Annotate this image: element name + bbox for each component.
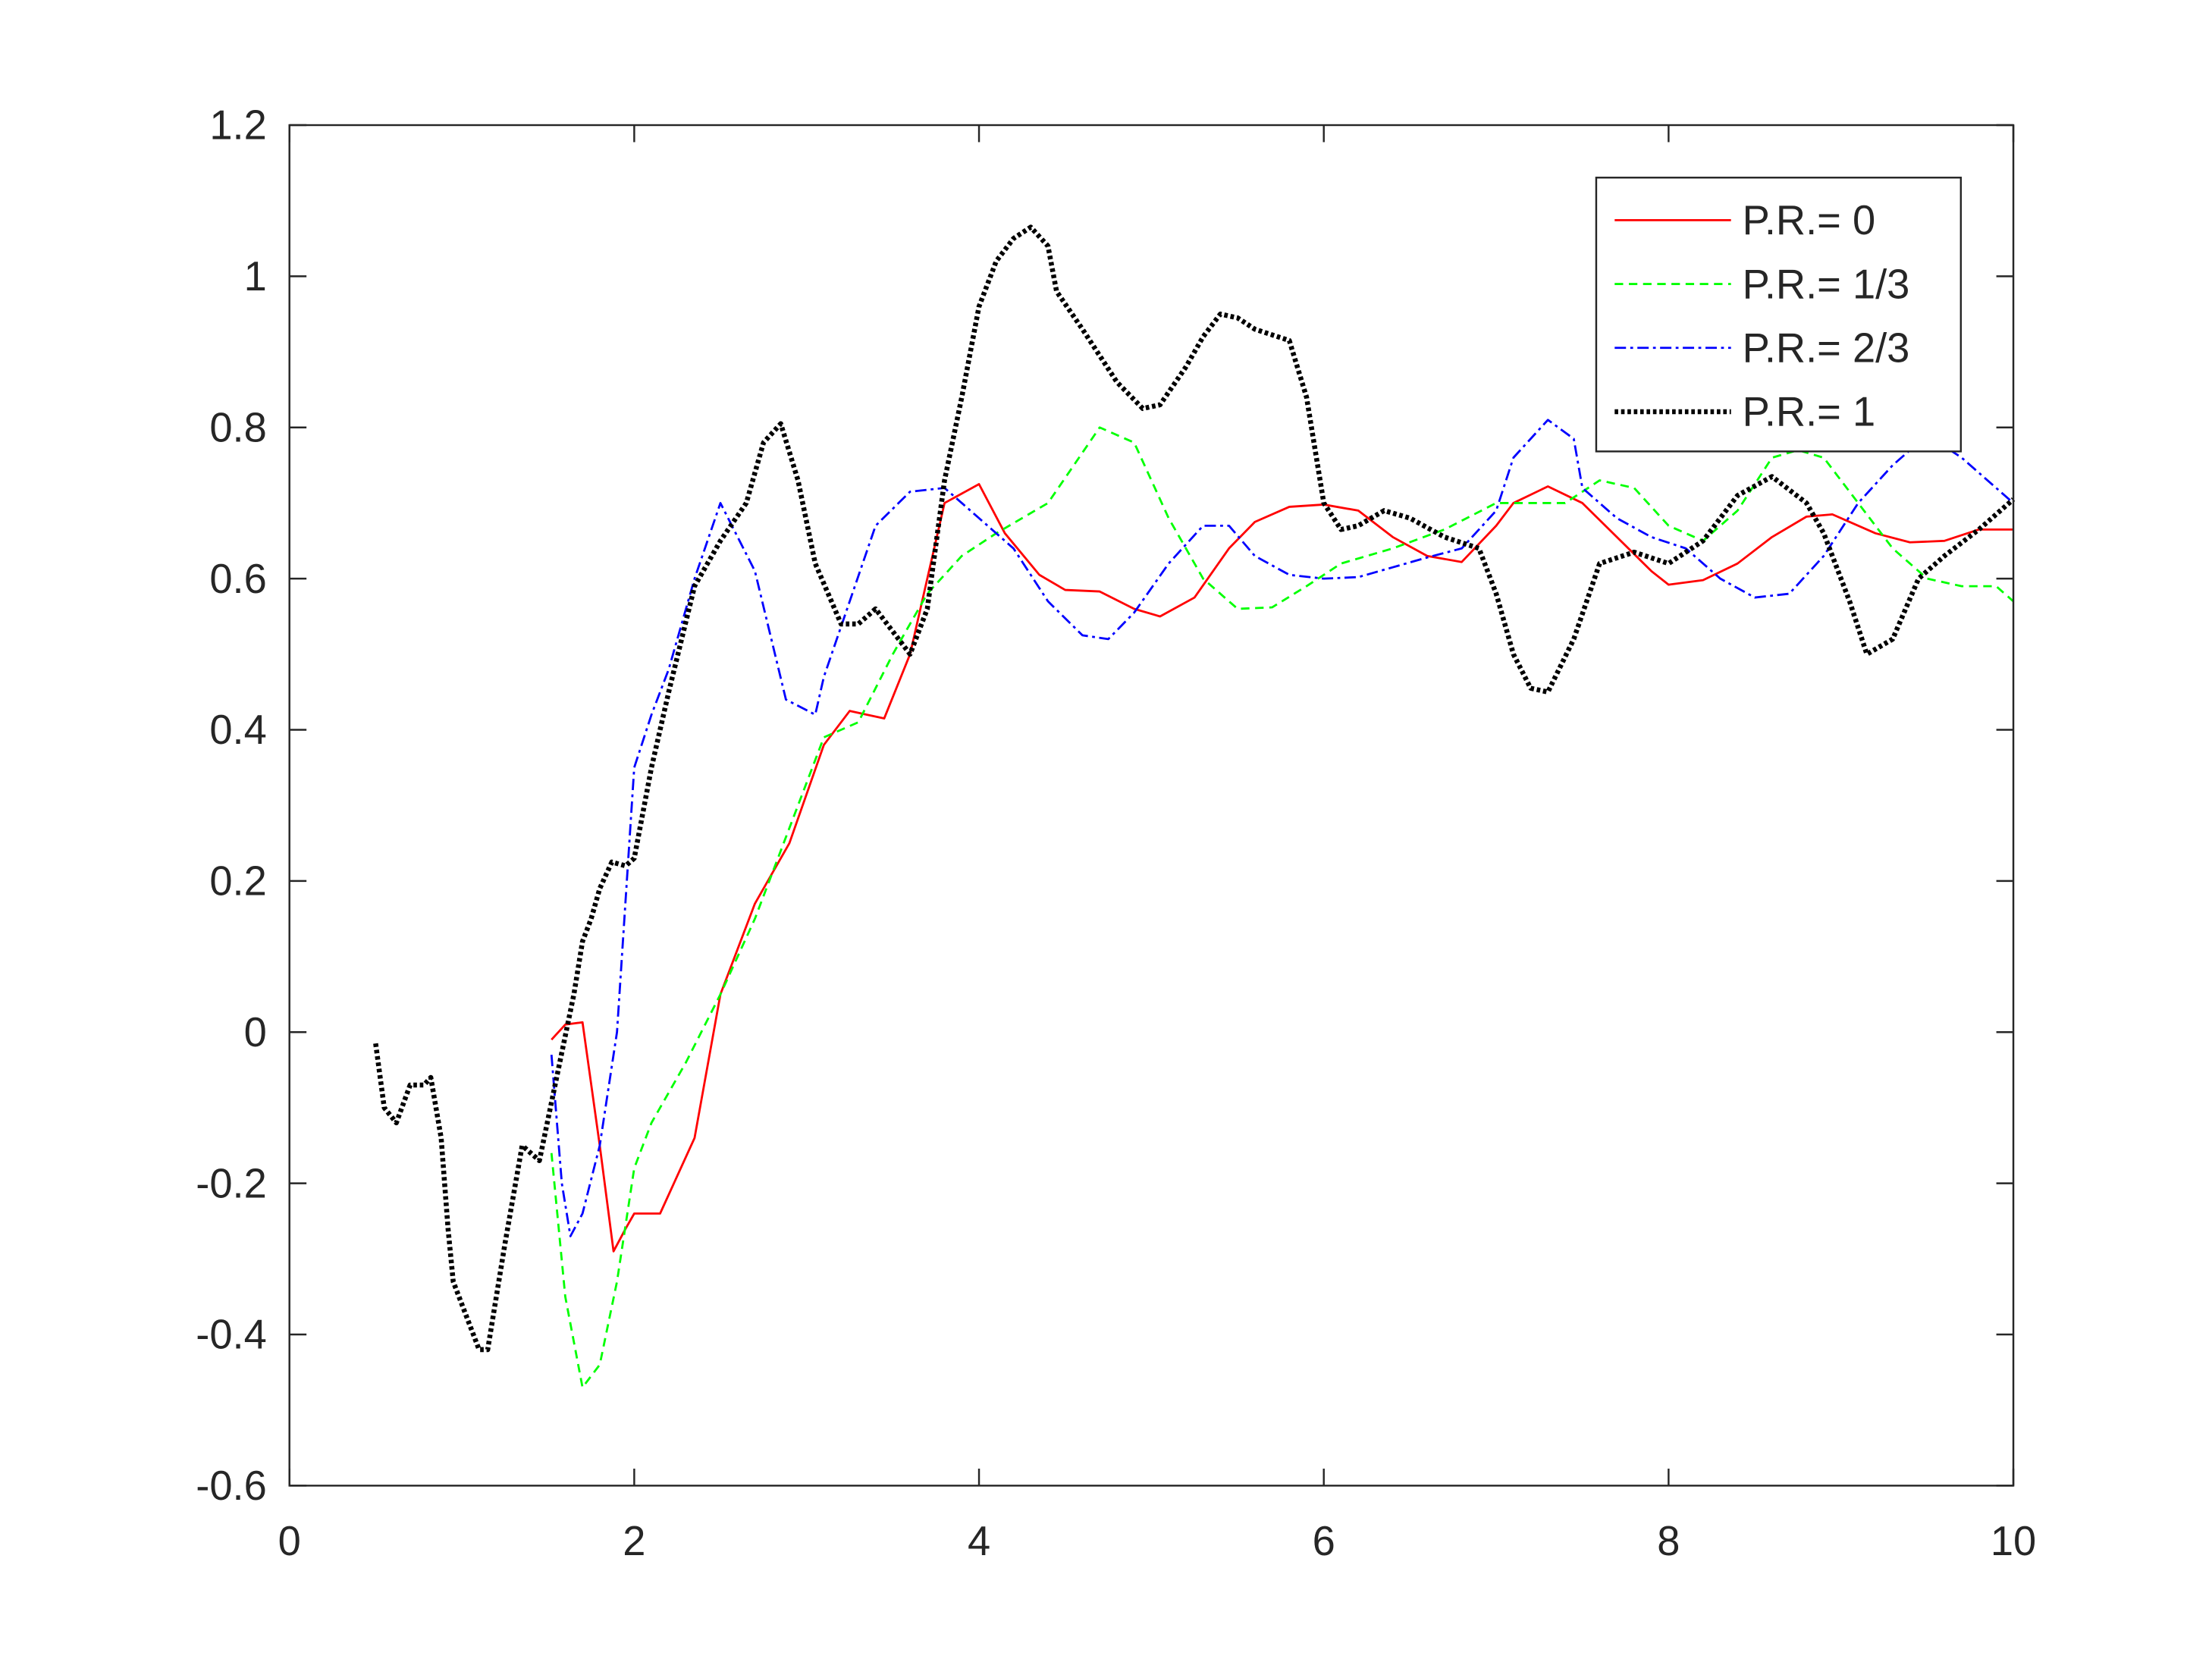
y-tick-label: 0 bbox=[244, 1010, 267, 1055]
series-line bbox=[551, 483, 2014, 1253]
series-line bbox=[550, 426, 2014, 1389]
y-tick-label: 0.6 bbox=[209, 557, 266, 602]
x-tick-label: 4 bbox=[968, 1519, 990, 1564]
y-tick-label: -0.2 bbox=[196, 1161, 266, 1206]
x-tick-label: 2 bbox=[623, 1519, 645, 1564]
x-tick-label: 0 bbox=[278, 1519, 301, 1564]
series-line bbox=[550, 419, 2014, 1237]
plot-frame bbox=[288, 124, 2015, 1487]
y-tick-label: -0.6 bbox=[196, 1463, 266, 1509]
y-tick-label: 0.2 bbox=[209, 859, 266, 905]
legend-label: P.R.= 0 bbox=[1743, 198, 1875, 243]
y-tick-label: 0.8 bbox=[209, 405, 266, 450]
series-line bbox=[373, 224, 2016, 1353]
y-tick-label: 0.4 bbox=[209, 707, 266, 753]
x-tick-label: 8 bbox=[1657, 1519, 1680, 1564]
legend-label: P.R.= 1 bbox=[1743, 390, 1875, 435]
x-tick-label: 10 bbox=[1991, 1519, 2036, 1564]
x-tick-label: 6 bbox=[1313, 1519, 1335, 1564]
legend: P.R.= 0 P.R.= 1/3 P.R.= 2/3 P.R.= 1 bbox=[1595, 177, 1963, 453]
y-tick-label: 1.2 bbox=[209, 103, 266, 149]
legend-label: P.R.= 2/3 bbox=[1743, 325, 1910, 371]
y-tick-label: -0.4 bbox=[196, 1312, 266, 1358]
legend-box bbox=[1595, 177, 1963, 453]
legend-label: P.R.= 1/3 bbox=[1743, 262, 1910, 307]
y-tick-label: 1 bbox=[244, 254, 267, 299]
